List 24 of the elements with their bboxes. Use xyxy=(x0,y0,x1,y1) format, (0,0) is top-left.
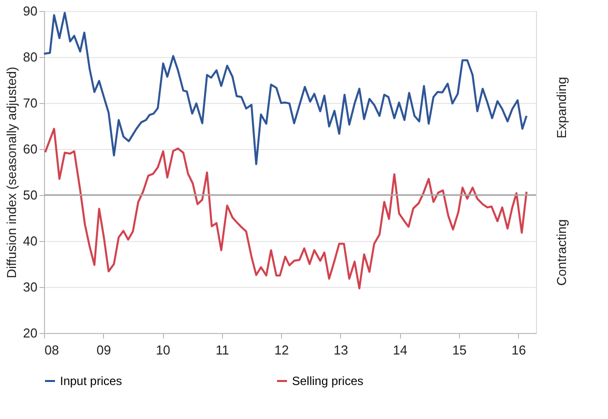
line-series xyxy=(44,128,528,290)
y-tick-label: 90 xyxy=(23,4,38,18)
x-tick-label: 10 xyxy=(156,342,170,358)
text: Expanding xyxy=(554,76,569,138)
y-tick-label: 50 xyxy=(23,188,38,202)
x-tick-label: 08 xyxy=(44,342,59,358)
x-tick-label: 15 xyxy=(452,342,467,358)
y-axis-title: Diffusion index (seasonally adjusted) xyxy=(4,66,20,278)
legend-label: Selling prices xyxy=(292,374,364,388)
x-tick-label: 09 xyxy=(96,342,112,358)
y-tick-label: 70 xyxy=(23,96,38,110)
y-tick-label: 60 xyxy=(23,142,38,156)
x-tick-label: 11 xyxy=(216,342,230,358)
line-series xyxy=(43,12,528,166)
x-tick-label: 14 xyxy=(392,342,408,358)
x-tick-label: 13 xyxy=(334,342,348,358)
y-tick-label: 30 xyxy=(23,280,38,294)
legend-label: Input prices xyxy=(60,374,122,388)
text: Contracting xyxy=(554,219,569,286)
y-tick-label: 20 xyxy=(23,326,38,340)
x-tick-label: 16 xyxy=(511,342,526,358)
y-tick-label: 40 xyxy=(23,234,38,248)
x-tick-label: 12 xyxy=(274,342,289,358)
y-tick-label: 80 xyxy=(23,50,38,64)
